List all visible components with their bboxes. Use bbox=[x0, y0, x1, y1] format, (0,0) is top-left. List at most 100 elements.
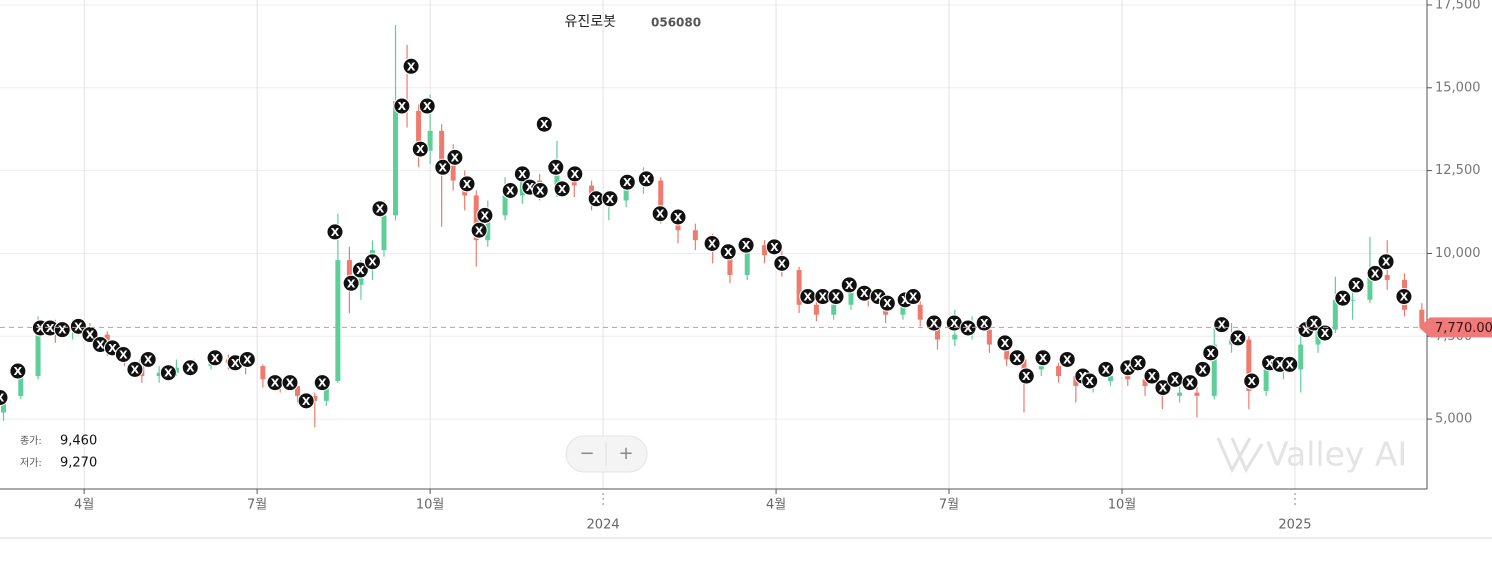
signal-marker bbox=[1008, 349, 1026, 367]
signal-marker bbox=[476, 206, 494, 224]
signal-marker bbox=[904, 288, 922, 306]
candle-body bbox=[1107, 376, 1113, 381]
signal-marker-label: X bbox=[0, 392, 5, 405]
signal-marker bbox=[1213, 316, 1231, 334]
signal-marker bbox=[773, 254, 791, 272]
signal-marker bbox=[1281, 355, 1299, 373]
signal-marker-label: X bbox=[1148, 370, 1157, 383]
candle-body bbox=[1263, 369, 1269, 391]
signal-marker-label: X bbox=[1382, 256, 1391, 269]
x-tick-label: 10월 bbox=[416, 498, 445, 513]
signal-marker bbox=[1377, 253, 1395, 271]
signal-marker-label: X bbox=[1276, 358, 1285, 371]
signal-marker bbox=[342, 274, 360, 292]
signal-marker bbox=[470, 221, 488, 239]
signal-marker bbox=[531, 181, 549, 199]
signal-marker bbox=[434, 158, 452, 176]
candle-body bbox=[900, 304, 906, 315]
candle-body bbox=[762, 245, 768, 256]
candle-body bbox=[1350, 299, 1356, 301]
info-label: 저가: bbox=[20, 457, 42, 469]
signal-marker-label: X bbox=[1022, 370, 1031, 383]
signal-marker-label: X bbox=[930, 317, 939, 330]
candle-body bbox=[1056, 366, 1062, 377]
signal-marker bbox=[69, 317, 87, 335]
signal-marker-label: X bbox=[804, 291, 813, 304]
signal-marker bbox=[418, 97, 436, 115]
signal-marker-label: X bbox=[131, 363, 140, 376]
signal-marker-label: X bbox=[901, 294, 910, 307]
candle-body bbox=[450, 165, 456, 181]
signal-marker-label: X bbox=[376, 203, 385, 216]
candle-body bbox=[381, 215, 387, 251]
signal-marker-label: X bbox=[571, 168, 580, 181]
candle-body bbox=[1004, 344, 1010, 360]
zoom-in-button[interactable]: + bbox=[618, 443, 633, 464]
signal-marker-label: X bbox=[439, 161, 448, 174]
signal-marker bbox=[553, 180, 571, 198]
candle-body bbox=[1125, 376, 1131, 380]
candle-body bbox=[156, 372, 162, 377]
signal-marker bbox=[618, 173, 636, 191]
signal-marker bbox=[1347, 276, 1365, 294]
signal-marker bbox=[651, 205, 669, 223]
candle-body bbox=[502, 195, 508, 216]
signal-marker bbox=[765, 238, 783, 256]
signal-marker bbox=[206, 349, 224, 367]
signal-marker bbox=[719, 243, 737, 261]
signal-marker-label: X bbox=[14, 365, 23, 378]
candle-body bbox=[1298, 344, 1304, 370]
signal-marker-label: X bbox=[506, 184, 515, 197]
signal-marker-label: X bbox=[463, 178, 472, 191]
candle-body bbox=[796, 270, 802, 305]
x-tick-label: 10월 bbox=[1108, 498, 1137, 513]
signal-marker-label: X bbox=[1063, 353, 1072, 366]
signal-marker-label: X bbox=[1124, 362, 1133, 375]
signal-marker bbox=[1316, 324, 1334, 342]
signal-marker-label: X bbox=[356, 264, 365, 277]
candle-body bbox=[917, 304, 923, 320]
signal-marker-label: X bbox=[211, 352, 220, 365]
year-tick-label: 2024 bbox=[587, 518, 620, 533]
signal-marker bbox=[281, 374, 299, 392]
signal-marker bbox=[139, 350, 157, 368]
signal-marker-label: X bbox=[606, 193, 615, 206]
zoom-out-button[interactable]: − bbox=[579, 443, 594, 464]
candle-body bbox=[312, 395, 318, 401]
candle-body bbox=[1177, 392, 1183, 396]
candle-body bbox=[831, 304, 837, 315]
signal-marker-label: X bbox=[243, 353, 252, 366]
signal-marker-label: X bbox=[1400, 291, 1409, 304]
watermark-logo bbox=[1216, 437, 1264, 474]
signal-marker-label: X bbox=[1134, 357, 1143, 370]
signal-marker-label: X bbox=[1302, 324, 1311, 337]
signal-marker bbox=[878, 294, 896, 312]
signal-marker bbox=[827, 288, 845, 306]
candle-body bbox=[813, 304, 819, 315]
signal-marker bbox=[1081, 372, 1099, 390]
grid bbox=[0, 0, 1427, 489]
signal-marker-label: X bbox=[742, 239, 751, 252]
title: 유진로봇 bbox=[564, 14, 616, 30]
signal-marker bbox=[114, 345, 132, 363]
signal-marker-label: X bbox=[860, 287, 869, 300]
signal-marker bbox=[53, 321, 71, 339]
signal-marker bbox=[351, 261, 369, 279]
signal-marker-label: X bbox=[1286, 358, 1295, 371]
signal-marker-label: X bbox=[368, 256, 377, 269]
candle-body bbox=[1246, 339, 1252, 391]
signal-marker-label: X bbox=[1247, 375, 1256, 388]
candle-body bbox=[692, 230, 698, 241]
signal-marker bbox=[637, 170, 655, 188]
signal-marker bbox=[703, 235, 721, 253]
x-tick-label: 4월 bbox=[766, 498, 786, 513]
signal-marker-label: X bbox=[874, 291, 883, 304]
signal-marker-label: X bbox=[231, 357, 240, 370]
candle-body bbox=[1211, 344, 1217, 396]
candle-body bbox=[427, 130, 433, 151]
signal-marker bbox=[1143, 367, 1161, 385]
signal-marker-label: X bbox=[58, 324, 67, 337]
signal-marker-label: X bbox=[331, 226, 340, 239]
signal-marker-label: X bbox=[347, 277, 356, 290]
